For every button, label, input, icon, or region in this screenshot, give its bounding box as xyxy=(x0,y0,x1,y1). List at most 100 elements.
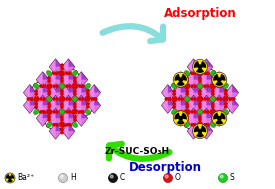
Circle shape xyxy=(62,123,64,125)
Circle shape xyxy=(56,72,58,74)
Circle shape xyxy=(186,80,188,82)
Circle shape xyxy=(47,84,49,86)
Wedge shape xyxy=(175,113,180,119)
Polygon shape xyxy=(94,93,101,101)
Polygon shape xyxy=(181,105,189,116)
Polygon shape xyxy=(185,69,202,90)
Polygon shape xyxy=(73,95,90,116)
Circle shape xyxy=(48,103,50,105)
Circle shape xyxy=(185,97,189,101)
Circle shape xyxy=(27,98,29,100)
Polygon shape xyxy=(198,108,215,129)
Polygon shape xyxy=(200,123,213,139)
Circle shape xyxy=(192,124,207,139)
Circle shape xyxy=(47,86,49,88)
Polygon shape xyxy=(47,82,64,103)
Polygon shape xyxy=(68,105,77,116)
Polygon shape xyxy=(219,72,226,80)
Wedge shape xyxy=(7,179,13,182)
Polygon shape xyxy=(181,82,189,93)
Polygon shape xyxy=(194,82,202,93)
Circle shape xyxy=(49,97,51,99)
Polygon shape xyxy=(172,82,189,103)
Circle shape xyxy=(219,174,227,183)
Circle shape xyxy=(60,110,64,114)
Wedge shape xyxy=(215,120,223,124)
Circle shape xyxy=(224,97,226,99)
Polygon shape xyxy=(219,80,226,88)
Circle shape xyxy=(60,97,62,99)
Circle shape xyxy=(207,124,209,126)
Polygon shape xyxy=(207,131,213,139)
Circle shape xyxy=(211,84,213,86)
Circle shape xyxy=(185,110,187,112)
Circle shape xyxy=(61,93,63,95)
Polygon shape xyxy=(94,84,101,93)
Circle shape xyxy=(212,106,214,108)
Circle shape xyxy=(187,112,189,114)
Circle shape xyxy=(172,112,174,114)
Wedge shape xyxy=(196,133,204,137)
Circle shape xyxy=(73,99,75,101)
Circle shape xyxy=(198,65,202,68)
Circle shape xyxy=(174,86,176,88)
Circle shape xyxy=(211,112,213,114)
Circle shape xyxy=(47,123,51,127)
Polygon shape xyxy=(181,80,187,88)
Circle shape xyxy=(172,110,176,114)
Polygon shape xyxy=(94,97,101,105)
Text: Desorption: Desorption xyxy=(128,160,202,174)
Circle shape xyxy=(179,117,182,120)
Text: Ba²⁺: Ba²⁺ xyxy=(17,174,34,183)
Circle shape xyxy=(199,103,201,105)
Circle shape xyxy=(61,77,63,79)
Polygon shape xyxy=(194,95,202,105)
Circle shape xyxy=(185,71,189,75)
Circle shape xyxy=(198,97,200,99)
Circle shape xyxy=(194,72,196,74)
Circle shape xyxy=(82,111,84,113)
Circle shape xyxy=(224,86,226,88)
Circle shape xyxy=(69,72,71,74)
Circle shape xyxy=(73,112,75,114)
Circle shape xyxy=(185,99,187,101)
Wedge shape xyxy=(194,125,199,132)
Polygon shape xyxy=(198,69,215,90)
Polygon shape xyxy=(168,93,174,101)
Circle shape xyxy=(165,175,168,178)
Polygon shape xyxy=(56,105,64,116)
Circle shape xyxy=(194,111,196,113)
Circle shape xyxy=(48,119,50,121)
Circle shape xyxy=(86,110,88,112)
Circle shape xyxy=(36,86,38,88)
Polygon shape xyxy=(81,95,90,105)
Polygon shape xyxy=(185,108,202,129)
Circle shape xyxy=(186,106,188,108)
Polygon shape xyxy=(88,97,101,113)
Circle shape xyxy=(217,85,219,87)
Circle shape xyxy=(86,99,88,101)
Circle shape xyxy=(211,123,213,125)
Circle shape xyxy=(185,125,187,127)
Polygon shape xyxy=(172,95,189,116)
Circle shape xyxy=(60,86,62,88)
Circle shape xyxy=(66,85,68,87)
Circle shape xyxy=(69,111,71,113)
Polygon shape xyxy=(43,95,51,105)
Text: S: S xyxy=(230,174,235,183)
Polygon shape xyxy=(213,72,226,88)
Circle shape xyxy=(186,116,188,118)
Circle shape xyxy=(204,85,206,87)
Polygon shape xyxy=(60,108,77,129)
Circle shape xyxy=(211,97,215,101)
Circle shape xyxy=(174,97,176,99)
Circle shape xyxy=(198,86,200,88)
Polygon shape xyxy=(187,123,200,139)
Circle shape xyxy=(47,112,49,114)
Circle shape xyxy=(200,110,202,112)
Circle shape xyxy=(47,125,49,127)
Circle shape xyxy=(213,125,215,127)
Polygon shape xyxy=(181,110,187,118)
Wedge shape xyxy=(201,61,206,68)
Circle shape xyxy=(198,125,200,127)
